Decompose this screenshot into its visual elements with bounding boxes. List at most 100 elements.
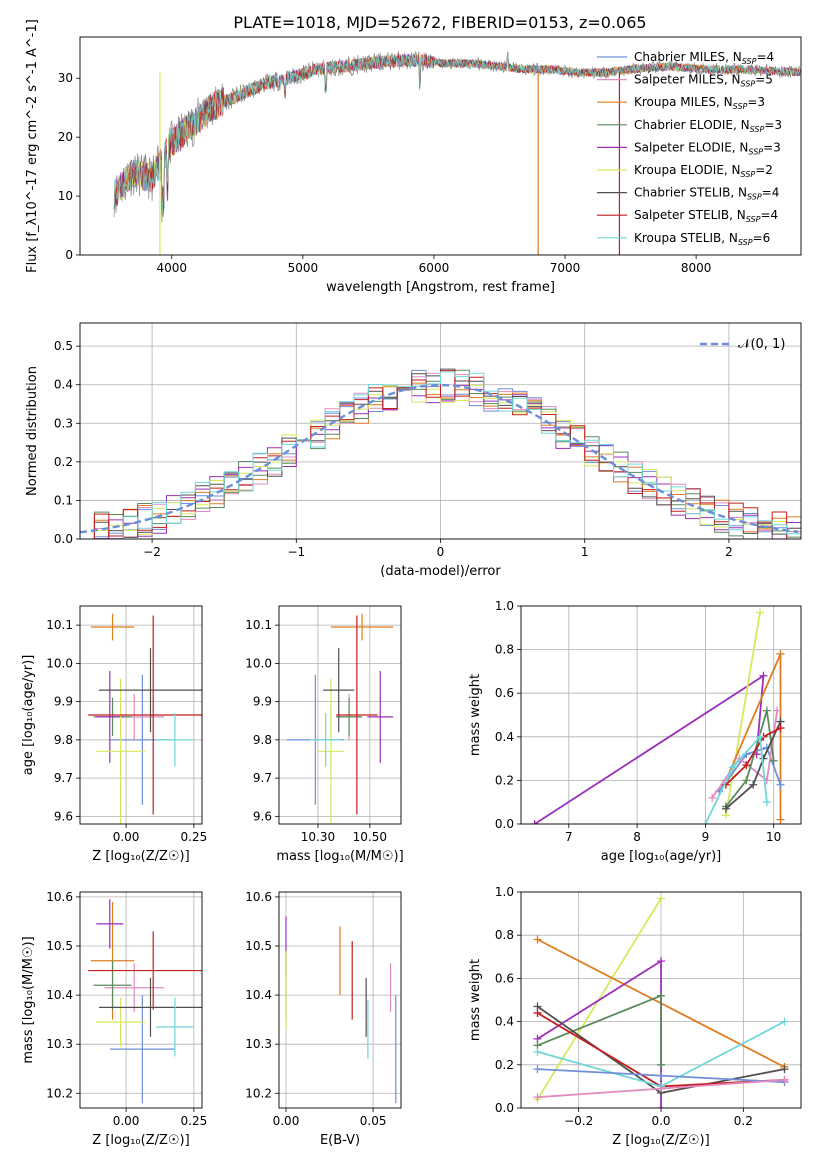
x-tick-label: 8000 — [681, 261, 712, 275]
x-tick-label: 7 — [565, 830, 573, 844]
y-tick-label: 1.0 — [495, 599, 514, 613]
weight-marker — [742, 776, 751, 785]
axes-frame — [520, 605, 802, 825]
weight-line — [718, 746, 782, 792]
weight-marker — [533, 1008, 542, 1017]
panel-mass-vs-e-b-v-: 0.00 0.05 10.2 10.3 10.4 10.5 10.6 E(B-V) — [245, 890, 402, 1148]
axes-frame — [79, 36, 802, 256]
y-tick-label: 10.6 — [46, 890, 73, 904]
x-tick-label: 0.00 — [113, 830, 140, 844]
weight-marker — [657, 894, 665, 903]
x-tick-label: 0 — [437, 545, 445, 559]
x-axis-label: (data-model)/error — [380, 564, 501, 579]
y-tick-label: 0.3 — [54, 416, 73, 430]
x-tick-label: 0.0 — [651, 1114, 670, 1128]
weight-marker — [776, 724, 785, 733]
weight-marker — [742, 761, 751, 770]
weight-marker — [657, 1060, 665, 1069]
y-tick-label: 9.8 — [253, 733, 272, 747]
axes-frame — [79, 605, 203, 825]
x-axis-label: Z [log₁₀(Z/Z☉)] — [612, 1133, 709, 1148]
weight-marker — [773, 706, 782, 715]
legend-label: Kroupa STELIB, NSSP=6 — [634, 231, 770, 247]
plot-area — [285, 916, 397, 1104]
y-tick-label: 9.6 — [54, 809, 73, 823]
legend-label: Chabrier STELIB, NSSP=4 — [634, 186, 779, 202]
y-axis-label: Flux [f_λ10^-17 erg cm^-2 s^-1 A^-1] — [25, 19, 40, 273]
y-tick-label: 10.5 — [245, 939, 272, 953]
y-axis-label: Normed distribution — [25, 366, 40, 496]
axes-frame — [79, 891, 203, 1109]
legend-label: Kroupa ELODIE, NSSP=2 — [634, 163, 773, 179]
weight-line — [725, 710, 775, 808]
weight-line — [725, 727, 781, 786]
y-tick-label: 10.1 — [245, 618, 272, 632]
x-tick-label: 0.25 — [181, 830, 208, 844]
weight-marker — [701, 820, 710, 824]
y-tick-label: 0.2 — [495, 1058, 514, 1072]
weight-marker — [762, 798, 771, 807]
legend-label: Salpeter MILES, NSSP=5 — [634, 73, 773, 89]
x-tick-label: −0.2 — [564, 1114, 593, 1128]
axes-frame — [520, 891, 802, 1109]
weight-marker — [533, 1065, 542, 1074]
legend-label: Salpeter ELODIE, NSSP=3 — [634, 140, 781, 156]
plot-area — [80, 368, 801, 539]
panel-mass-weight-vs-age: 7 8 9 10 0.0 0.2 0.4 0.6 0.8 1.0 age [log₁₀(age/yr… — [468, 599, 802, 864]
weight-marker — [728, 763, 737, 772]
x-tick-label: 0.00 — [113, 1114, 140, 1128]
plot-area — [533, 894, 789, 1108]
weight-marker — [657, 1071, 665, 1080]
x-tick-label: 6000 — [419, 261, 450, 275]
x-axis-label: age [log₁₀(age/yr)] — [601, 849, 722, 864]
weight-marker — [533, 1047, 542, 1056]
y-tick-label: 0.6 — [495, 971, 514, 985]
plot-area — [286, 613, 394, 824]
weight-marker — [756, 608, 765, 617]
axes-frame — [278, 891, 402, 1109]
figure-title: PLATE=1018, MJD=52672, FIBERID=0153, z=0… — [233, 13, 646, 32]
y-tick-label: 10.0 — [245, 656, 272, 670]
weight-marker — [657, 1104, 665, 1108]
x-tick-label: 9 — [702, 830, 710, 844]
weight-marker — [749, 780, 758, 789]
legend-label: Salpeter STELIB, NSSP=4 — [634, 208, 778, 224]
weight-line — [537, 959, 662, 1108]
weight-line — [725, 612, 761, 816]
y-tick-label: 10.2 — [46, 1086, 73, 1100]
x-tick-label: −2 — [143, 545, 161, 559]
x-tick-label: 2 — [725, 545, 733, 559]
x-tick-label: 0.05 — [360, 1114, 387, 1128]
y-tick-label: 10.5 — [46, 939, 73, 953]
y-tick-label: 9.7 — [54, 771, 73, 785]
x-tick-label: 0.2 — [734, 1114, 753, 1128]
weight-marker — [530, 820, 539, 824]
x-axis-label: Z [log₁₀(Z/Z☉)] — [92, 1133, 189, 1148]
weight-marker — [708, 793, 717, 802]
weight-line — [537, 994, 662, 1065]
axes-frame — [79, 322, 802, 540]
x-axis-label: wavelength [Angstrom, rest frame] — [326, 280, 555, 295]
x-axis-label: E(B-V) — [320, 1133, 360, 1148]
y-tick-label: 10.2 — [245, 1086, 272, 1100]
y-tick-label: 20 — [58, 130, 73, 144]
weight-marker — [533, 935, 542, 944]
panel-mass-weight-vs-z: −0.2 0.0 0.2 0.0 0.2 0.4 0.6 0.8 1.0 Z [log₁₀(Z/Z… — [468, 885, 802, 1148]
histogram-steps — [80, 371, 801, 539]
y-axis-label: age [log₁₀(age/yr)] — [21, 655, 36, 776]
weight-marker — [776, 649, 785, 658]
y-tick-label: 0.2 — [495, 773, 514, 787]
weight-marker — [769, 756, 778, 765]
x-tick-label: 10 — [766, 830, 781, 844]
legend-label: Chabrier ELODIE, NSSP=3 — [634, 118, 782, 134]
y-tick-label: 0.2 — [54, 455, 73, 469]
weight-marker — [759, 671, 768, 680]
y-tick-label: 0.0 — [54, 532, 73, 546]
y-tick-label: 0.0 — [495, 1101, 514, 1115]
y-tick-label: 1.0 — [495, 885, 514, 899]
plot-area — [88, 899, 202, 1104]
weight-marker — [657, 991, 665, 1000]
spectrum-line — [113, 53, 801, 212]
y-tick-label: 9.6 — [253, 809, 272, 823]
